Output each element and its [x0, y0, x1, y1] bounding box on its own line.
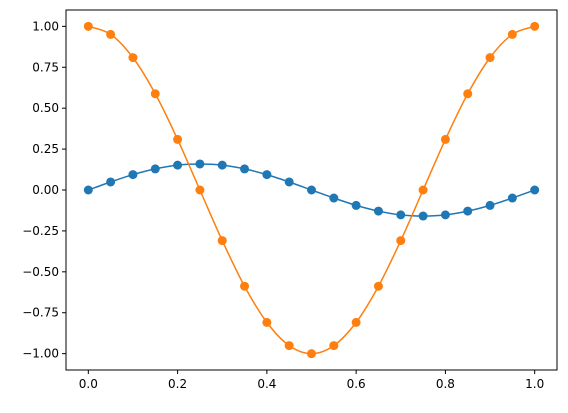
- data-point: [507, 29, 517, 39]
- x-axis: 0.0 0.2 0.4 0.6 0.8 1.0: [79, 370, 544, 391]
- y-axis: 1.00 0.75 0.50 0.25 0.00 −0.25 −0.50 −0.75 −1.00: [22, 19, 66, 361]
- data-point: [150, 89, 160, 99]
- y-tick-label: 1.00: [32, 19, 59, 33]
- y-tick-label: 0.50: [32, 101, 59, 115]
- data-point: [485, 200, 495, 210]
- series-2: [83, 21, 540, 359]
- y-tick-label: 0.25: [32, 142, 59, 156]
- data-point: [418, 185, 428, 195]
- data-point: [307, 349, 316, 359]
- data-point: [217, 160, 227, 170]
- series-layer: [83, 21, 540, 359]
- data-point: [150, 164, 160, 174]
- x-tick-label: 0.8: [436, 377, 455, 391]
- data-point: [329, 341, 339, 351]
- x-tick-label: 0.6: [347, 377, 366, 391]
- data-point: [240, 164, 250, 174]
- x-tick-label: 0.4: [257, 377, 276, 391]
- data-point: [173, 134, 183, 144]
- data-point: [83, 185, 93, 195]
- y-tick-label: −1.00: [22, 347, 59, 361]
- data-point: [173, 160, 183, 170]
- x-tick-label: 0.2: [168, 377, 187, 391]
- data-point: [418, 211, 428, 221]
- data-point: [507, 193, 517, 203]
- data-point: [307, 185, 316, 195]
- data-point: [195, 185, 205, 195]
- y-tick-label: −0.25: [22, 224, 59, 238]
- y-tick-label: 0.00: [32, 183, 59, 197]
- y-tick-label: −0.50: [22, 265, 59, 279]
- data-point: [329, 193, 339, 203]
- data-point: [284, 341, 294, 351]
- data-point: [351, 317, 361, 327]
- y-tick-label: 0.75: [32, 60, 59, 74]
- data-point: [351, 200, 361, 210]
- x-tick-label: 1.0: [525, 377, 544, 391]
- data-point: [396, 210, 406, 220]
- data-point: [485, 53, 495, 63]
- series-1: [83, 159, 540, 221]
- data-point: [373, 281, 383, 291]
- data-point: [83, 21, 93, 31]
- y-tick-label: −0.75: [22, 306, 59, 320]
- x-tick-label: 0.0: [79, 377, 98, 391]
- data-point: [128, 53, 138, 63]
- data-point: [440, 134, 450, 144]
- data-point: [195, 159, 205, 169]
- data-point: [106, 29, 116, 39]
- data-point: [530, 185, 540, 195]
- data-point: [463, 206, 473, 216]
- data-point: [106, 177, 116, 187]
- data-point: [463, 89, 473, 99]
- data-point: [284, 177, 294, 187]
- data-point: [396, 236, 406, 246]
- data-point: [240, 281, 250, 291]
- data-point: [530, 21, 540, 31]
- data-point: [440, 210, 450, 220]
- data-point: [262, 170, 272, 180]
- data-point: [262, 317, 272, 327]
- data-point: [373, 206, 383, 216]
- data-point: [217, 236, 227, 246]
- data-point: [128, 170, 138, 180]
